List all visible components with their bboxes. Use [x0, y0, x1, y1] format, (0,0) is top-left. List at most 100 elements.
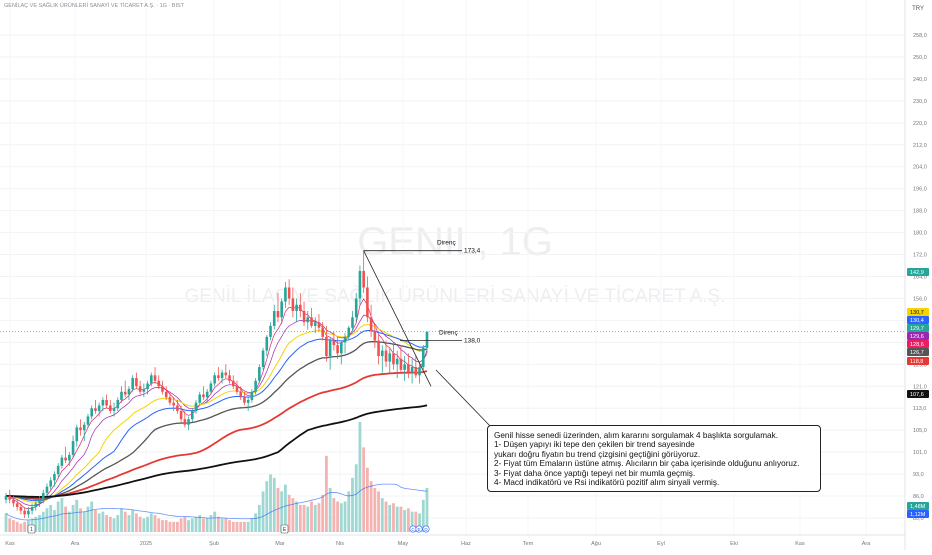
- candle-body: [15, 503, 19, 508]
- volume-bar: [406, 508, 410, 532]
- time-axis[interactable]: Kas Ara 2025 Şub Mar Nis May Haz Tem Ağu Eyl Eki Kas…: [0, 534, 905, 547]
- volume-bar: [399, 506, 403, 532]
- event-marker-label: D: [424, 527, 428, 532]
- volume-bar: [179, 518, 183, 532]
- volume-bar: [79, 508, 82, 532]
- volume-bar: [131, 510, 135, 532]
- note-line: Genil hisse senedi üzerinden, alım karar…: [494, 431, 778, 440]
- volume-bar: [276, 488, 280, 532]
- candle-body: [407, 364, 410, 373]
- candle-body: [254, 380, 257, 392]
- candle-body: [354, 298, 358, 318]
- candle-body: [176, 405, 179, 411]
- volume-bar: [284, 484, 287, 532]
- watermark: GENIL, 1G GENİL İLAÇ VE SAĞLIK ÜRÜNLERİ …: [185, 220, 726, 307]
- time-tick-label: Eyl: [657, 541, 665, 547]
- time-tick-label: Kas: [5, 541, 15, 547]
- candle-body: [325, 336, 328, 357]
- price-badge: [907, 357, 929, 365]
- volume-bar: [198, 515, 202, 532]
- price-tick-label: 86,0: [913, 494, 924, 500]
- candle-body: [120, 391, 123, 400]
- volume-bar: [127, 515, 131, 532]
- volume-bar: [168, 521, 172, 532]
- price-tick-label: 220,0: [913, 121, 927, 127]
- candle-body: [224, 372, 228, 376]
- candle-body: [23, 510, 26, 515]
- candle-body: [12, 499, 15, 504]
- candle-body: [205, 391, 209, 398]
- volume-bar: [123, 511, 127, 532]
- price-badge: [907, 308, 929, 316]
- candle-body: [421, 347, 425, 368]
- volume-bar: [298, 504, 302, 532]
- volume-bar: [183, 516, 187, 532]
- volume-bar: [112, 518, 116, 532]
- price-badge-label: 142,9: [910, 270, 924, 276]
- candle-body: [343, 336, 347, 343]
- candle-body: [351, 317, 354, 328]
- volume-bar: [392, 503, 395, 532]
- price-tick-label: 212,0: [913, 143, 927, 149]
- event-marker-label: E: [417, 527, 420, 532]
- candle-body: [101, 399, 105, 406]
- watermark-company: GENİL İLAÇ VE SAĞLIK ÜRÜNLERİ SANAYİ VE …: [185, 285, 726, 307]
- note-line: yukarı doğru fiyatın bu trend çizgisini …: [494, 449, 701, 459]
- resistance-value: 138,0: [464, 338, 481, 345]
- analysis-note[interactable]: Genil hisse senedi üzerinden, alım karar…: [487, 425, 821, 492]
- price-badge: [907, 340, 929, 348]
- candle-body: [261, 350, 265, 368]
- price-badge-label: 107,6: [910, 392, 924, 398]
- note-line: 2- Fiyat tüm Emaların üstüne atmış. Alıc…: [494, 459, 800, 469]
- volume-bar: [343, 501, 347, 532]
- time-tick-label: May: [398, 541, 409, 547]
- volume-bar: [49, 504, 53, 532]
- event-marker: [422, 525, 430, 533]
- candle-body: [190, 410, 194, 420]
- time-tick-label: Ara: [71, 541, 81, 547]
- candle-body: [127, 389, 131, 395]
- volume-bar: [261, 491, 265, 532]
- candle-body: [30, 507, 34, 511]
- volume-bar: [332, 498, 336, 532]
- price-badges: 142,9 130,7 130,4 129,7 129,6 128,6 126,7 118,8…: [907, 268, 929, 518]
- candle-body: [369, 317, 373, 332]
- candle-body: [82, 424, 86, 431]
- volume-bar: [19, 523, 23, 532]
- volume-bar: [142, 518, 146, 532]
- candle-body: [347, 327, 351, 337]
- volume-bar: [224, 518, 228, 532]
- volume-bar: [287, 494, 291, 532]
- candle-body: [258, 367, 261, 381]
- candle-body: [373, 331, 377, 341]
- candle-body: [228, 375, 231, 381]
- price-badge: [907, 316, 929, 324]
- price-tick-label: 101,0: [913, 450, 927, 456]
- candle-body: [60, 457, 64, 466]
- volume-bar: [384, 501, 388, 532]
- volume-bar: [157, 518, 161, 532]
- currency-label[interactable]: TRY: [912, 6, 924, 12]
- volume-bar: [134, 513, 138, 532]
- candle-body: [395, 358, 399, 365]
- candle-body: [75, 427, 79, 442]
- volume-bar: [246, 521, 250, 532]
- volume-bar: [418, 513, 421, 532]
- volume-bar: [101, 511, 105, 532]
- volume-bar: [138, 516, 142, 532]
- candle-body: [64, 457, 67, 461]
- ema-line-20: [5, 323, 428, 503]
- candle-body: [265, 336, 269, 351]
- candle-body: [358, 271, 362, 299]
- volume-bar: [187, 520, 190, 532]
- note-pointer-line: [435, 369, 493, 429]
- volume-bar: [4, 513, 8, 532]
- volume-bar: [53, 510, 56, 532]
- candle-body: [41, 492, 45, 500]
- candle-body: [161, 386, 164, 392]
- price-tick-label: 258,0: [913, 33, 927, 39]
- volume-bar: [403, 510, 407, 532]
